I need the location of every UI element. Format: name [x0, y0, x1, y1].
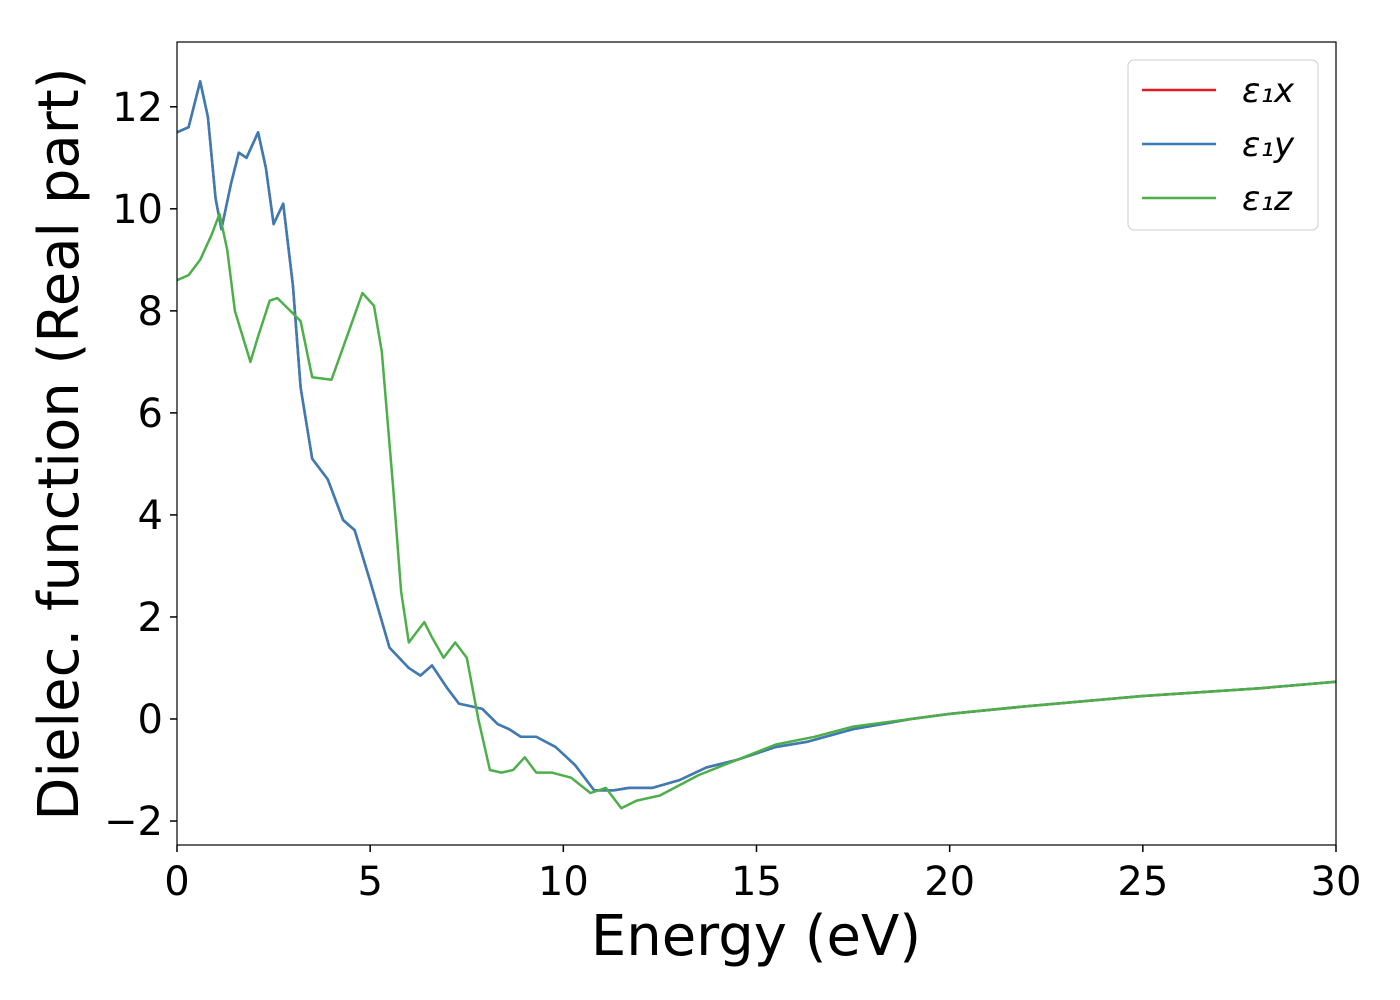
legend: ε₁x ε₁y ε₁z [1127, 59, 1319, 231]
y-tick-label: 0 [138, 697, 163, 743]
x-tick-label: 20 [924, 859, 975, 905]
x-tick-label: 25 [1117, 859, 1168, 905]
y-tick-label: −2 [104, 799, 163, 845]
legend-box [1127, 59, 1319, 231]
plot-frame [176, 41, 1337, 846]
x-tick-label: 15 [731, 859, 782, 905]
y-tick-label: 10 [112, 187, 163, 233]
x-axis-label: Energy (eV) [591, 904, 921, 969]
y-tick-label: 12 [112, 85, 163, 131]
x-tick-label: 10 [538, 859, 589, 905]
y-tick-label: 8 [138, 289, 163, 335]
x-tick-label: 30 [1311, 859, 1362, 905]
y-tick-label: 6 [138, 391, 163, 437]
x-tick-label: 5 [357, 859, 382, 905]
legend-label: ε₁x [1242, 71, 1295, 111]
legend-label: ε₁z [1242, 179, 1293, 219]
x-tick-label: 0 [164, 859, 189, 905]
y-axis-label: Dielec. function (Real part) [27, 67, 92, 820]
y-tick-label: 2 [138, 595, 163, 641]
legend-label: ε₁y [1242, 125, 1295, 165]
y-tick-label: 4 [138, 493, 163, 539]
series-line [176, 80, 1337, 792]
series-line [176, 212, 1337, 810]
